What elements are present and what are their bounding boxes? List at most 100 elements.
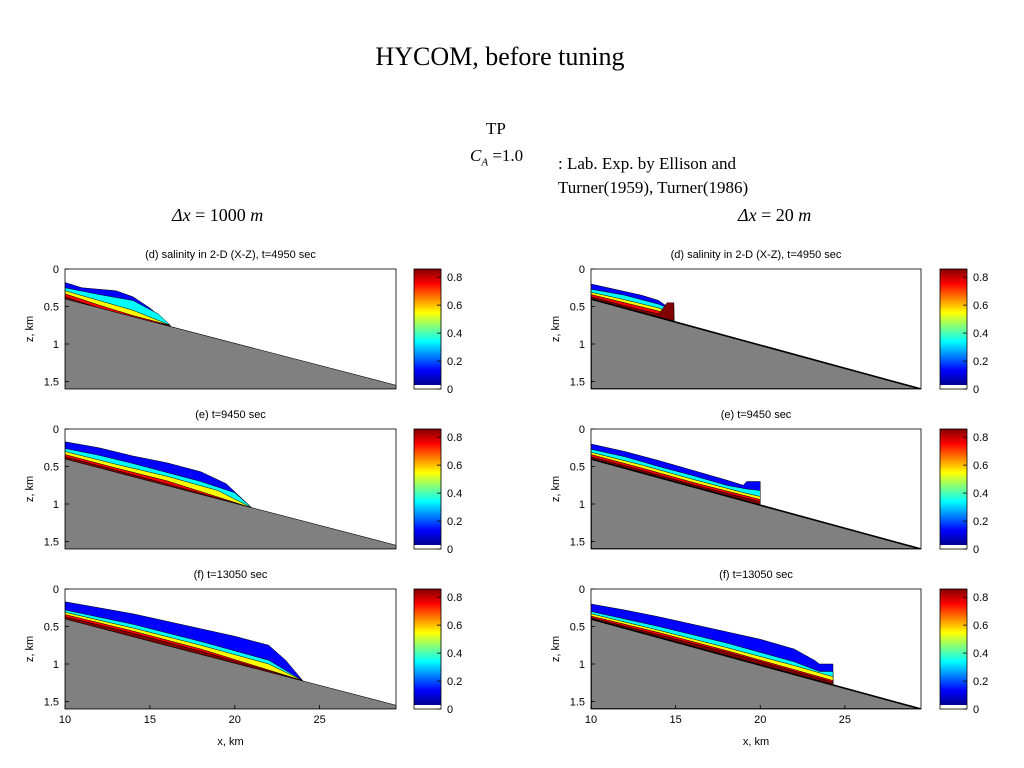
tp-label: TP — [486, 119, 506, 138]
y-axis-label: z, km — [550, 316, 562, 342]
y-tick-label: 1 — [579, 499, 585, 511]
y-axis-label: z, km — [550, 476, 562, 502]
colorbar-frame — [413, 588, 442, 710]
dx-right-value: = 20 — [756, 205, 799, 225]
colorbar-frame — [939, 268, 968, 390]
colorbar-frame — [939, 428, 968, 550]
colorbar-tick-label: 0.8 — [973, 592, 988, 604]
y-tick-label: 0 — [579, 584, 585, 596]
dx-left-unit: m — [250, 205, 264, 225]
plot-frame — [64, 588, 397, 710]
dx-right-unit: m — [798, 205, 812, 225]
ca-value: =1.0 — [488, 146, 524, 165]
x-tick-label: 15 — [144, 714, 156, 726]
y-tick-label: 0 — [53, 264, 59, 276]
colorbar-tick-label: 0.2 — [973, 676, 988, 688]
dx-left-label: Δx = 1000 m — [172, 205, 263, 226]
plot-frame — [64, 428, 397, 550]
y-tick-label: 0.5 — [44, 462, 59, 474]
y-tick-label: 0.5 — [570, 302, 585, 314]
colorbar-tick-label: 0 — [447, 704, 453, 716]
panel-title: (e) t=9450 sec — [195, 409, 266, 421]
seabed — [591, 298, 921, 389]
y-tick-label: 1.5 — [44, 537, 59, 549]
seabed — [65, 298, 396, 389]
seabed — [65, 458, 396, 549]
colorbar-frame — [413, 268, 442, 390]
y-tick-label: 1 — [53, 499, 59, 511]
y-axis-label: z, km — [24, 476, 36, 502]
y-tick-label: 1.5 — [570, 377, 585, 389]
colorbar-tick-label: 0.2 — [447, 356, 462, 368]
plot-area — [65, 601, 396, 709]
y-tick-label: 1 — [579, 339, 585, 351]
seabed — [65, 618, 396, 709]
y-tick-label: 0 — [579, 264, 585, 276]
x-tick-label: 25 — [839, 714, 851, 726]
seabed — [591, 458, 921, 549]
y-tick-label: 1 — [53, 339, 59, 351]
colorbar-tick-label: 0.4 — [447, 488, 462, 500]
colorbar-tick-label: 0.6 — [447, 300, 462, 312]
colorbar — [940, 589, 967, 705]
colorbar-tick-label: 0.6 — [447, 620, 462, 632]
lab-reference: : Lab. Exp. by Ellison and Turner(1959),… — [558, 154, 749, 197]
dx-left-value: = 1000 — [190, 205, 251, 225]
colorbar-tick-label: 0.2 — [447, 516, 462, 528]
colorbar-frame — [413, 428, 442, 550]
colorbar-tick-label: 0.6 — [973, 300, 988, 312]
x-axis-label: x, km — [217, 736, 243, 748]
ca-symbol: C — [470, 146, 482, 165]
colorbar — [414, 269, 441, 385]
y-tick-label: 1.5 — [44, 697, 59, 709]
colorbar-tick-label: 0.8 — [447, 592, 462, 604]
colorbar-tick-label: 0.8 — [447, 272, 462, 284]
colorbar-tick-label: 0 — [973, 704, 979, 716]
seabed — [591, 618, 921, 709]
y-tick-label: 1.5 — [570, 697, 585, 709]
colorbar-tick-label: 0.4 — [973, 648, 988, 660]
slide-title: HYCOM, before tuning — [375, 42, 625, 71]
colorbar-tick-label: 0.4 — [973, 488, 988, 500]
dx-right-label: Δx = 20 m — [738, 205, 811, 226]
colorbar-tick-label: 0.6 — [973, 460, 988, 472]
plot-area — [591, 603, 921, 709]
plot-frame — [590, 588, 922, 710]
dx-left-symbol: Δx — [172, 205, 191, 225]
colorbar-tick-label: 0.4 — [447, 328, 462, 340]
y-axis-label: z, km — [24, 316, 36, 342]
colorbar-tick-label: 0.2 — [447, 676, 462, 688]
colorbar-tick-label: 0.6 — [447, 460, 462, 472]
y-tick-label: 0 — [579, 424, 585, 436]
panel-title: (d) salinity in 2-D (X-Z), t=4950 sec — [671, 249, 842, 261]
x-tick-label: 15 — [669, 714, 681, 726]
y-tick-label: 1.5 — [570, 537, 585, 549]
plot-frame — [590, 268, 922, 390]
x-tick-label: 25 — [313, 714, 325, 726]
ca-coefficient-label: CA =1.0 — [470, 146, 523, 168]
colorbar-tick-label: 0.4 — [973, 328, 988, 340]
plot-area — [591, 443, 921, 549]
colorbar-tick-label: 0 — [973, 544, 979, 556]
colorbar — [414, 429, 441, 545]
y-tick-label: 0.5 — [44, 302, 59, 314]
colorbar-tick-label: 0.8 — [973, 432, 988, 444]
plot-area — [591, 283, 921, 389]
colorbar-frame — [939, 588, 968, 710]
colorbar-tick-label: 0 — [447, 384, 453, 396]
x-axis-label: x, km — [743, 736, 769, 748]
colorbar-tick-label: 0.8 — [447, 432, 462, 444]
y-axis-label: z, km — [550, 636, 562, 662]
y-tick-label: 0 — [53, 424, 59, 436]
panel-title: (d) salinity in 2-D (X-Z), t=4950 sec — [145, 249, 316, 261]
y-tick-label: 1.5 — [44, 377, 59, 389]
y-tick-label: 0 — [53, 584, 59, 596]
x-tick-label: 20 — [229, 714, 241, 726]
colorbar-tick-label: 0 — [447, 544, 453, 556]
dx-right-symbol: Δx — [738, 205, 757, 225]
colorbar — [940, 269, 967, 385]
plot-area — [65, 282, 396, 389]
colorbar-tick-label: 0.6 — [973, 620, 988, 632]
colorbar-tick-label: 0.4 — [447, 648, 462, 660]
